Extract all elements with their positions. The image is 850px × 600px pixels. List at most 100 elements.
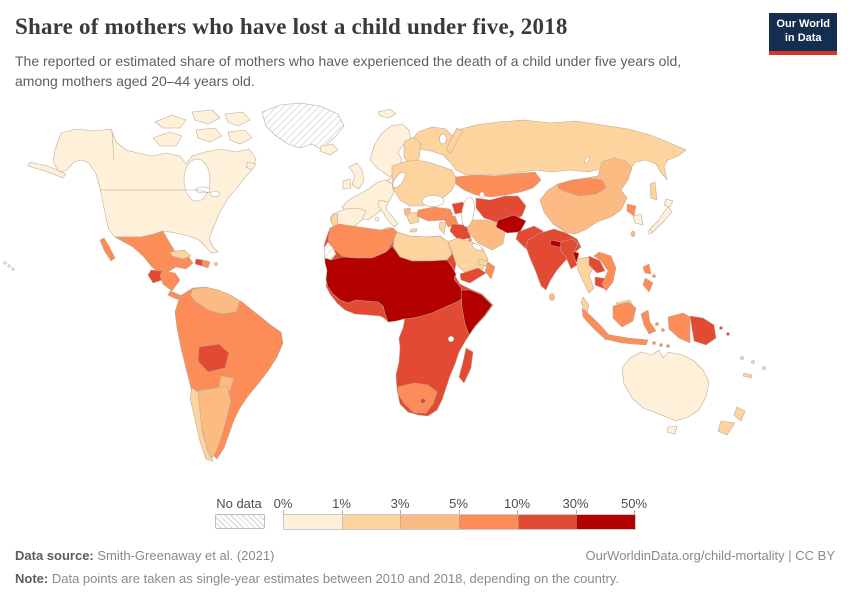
lake-baikal <box>584 156 590 164</box>
legend-tick-label: 3% <box>390 496 410 511</box>
country-italy-sardinia[interactable] <box>374 216 380 222</box>
border-usa-canada <box>100 130 211 194</box>
world-map[interactable] <box>0 100 850 470</box>
country-vietnam[interactable] <box>593 251 617 292</box>
hawaii[interactable] <box>7 264 11 268</box>
new-caledonia[interactable] <box>742 372 753 379</box>
legend-bin-30–50%[interactable] <box>577 515 636 529</box>
country-kazakhstan[interactable] <box>454 171 542 198</box>
country-png-islands[interactable] <box>719 326 723 330</box>
legend-bin-3–5%[interactable] <box>401 515 461 529</box>
country-png-islands[interactable] <box>726 332 730 336</box>
country-honduras-nicaragua[interactable] <box>159 270 181 292</box>
pacific-islands[interactable] <box>762 366 766 370</box>
sea-hudson-bay <box>183 158 211 202</box>
sea-baltic <box>392 172 406 188</box>
country-philippines[interactable] <box>642 263 654 293</box>
region-eastern-europe[interactable] <box>391 159 458 207</box>
country-somalia[interactable] <box>460 289 493 336</box>
country-indonesia-islands[interactable] <box>652 341 656 345</box>
legend-bin-5–10%[interactable] <box>460 515 519 529</box>
note-label: Note: <box>15 570 49 586</box>
legend-bin-10–30%[interactable] <box>518 515 578 529</box>
sea-white-sea <box>439 133 447 145</box>
country-mongolia[interactable] <box>557 177 607 197</box>
country-italy[interactable] <box>377 199 399 233</box>
legend-no-data: No data <box>213 496 265 529</box>
legend-tick-label: 5% <box>449 496 468 511</box>
country-venezuela-guyanas[interactable] <box>189 286 241 315</box>
country-new-zealand[interactable] <box>717 406 746 436</box>
country-russia-novaya-zemlya[interactable] <box>445 127 464 154</box>
country-chile[interactable] <box>189 387 214 462</box>
country-mexico[interactable] <box>99 230 194 273</box>
country-greece[interactable] <box>405 211 420 233</box>
country-russia-sakhalin[interactable] <box>649 181 658 201</box>
country-ireland[interactable] <box>342 178 352 190</box>
country-united-kingdom[interactable] <box>348 162 365 190</box>
lake-great-lakes <box>209 191 221 197</box>
country-madagascar[interactable] <box>458 347 474 384</box>
country-lesotho[interactable] <box>420 398 426 404</box>
country-japan-kyushu[interactable] <box>647 229 653 235</box>
legend-bin-0–1%[interactable] <box>284 515 343 529</box>
country-dominican-republic[interactable] <box>201 259 211 269</box>
legend-no-data-swatch[interactable] <box>215 514 265 529</box>
attribution-link[interactable]: OurWorldinData.org/child-mortality | CC … <box>585 548 836 563</box>
hawaii[interactable] <box>11 267 15 271</box>
country-indonesia[interactable] <box>581 301 691 346</box>
country-myanmar[interactable] <box>559 238 579 270</box>
legend-tick-label: 50% <box>620 496 648 511</box>
country-usa-canada[interactable] <box>52 128 257 254</box>
country-taiwan[interactable] <box>630 230 636 238</box>
country-kuwait[interactable] <box>468 238 472 242</box>
country-japan[interactable] <box>649 198 674 234</box>
owid-logo-line1: Our World <box>776 18 830 30</box>
country-uae-qatar[interactable] <box>477 258 489 267</box>
country-bolivia[interactable] <box>197 343 230 373</box>
country-laos[interactable] <box>588 255 606 274</box>
legend-bin-1–3%[interactable] <box>342 515 402 529</box>
country-jamaica[interactable] <box>182 262 186 266</box>
country-sri-lanka[interactable] <box>549 293 555 301</box>
country-oman[interactable] <box>484 261 496 280</box>
country-cuba[interactable] <box>169 249 192 260</box>
country-papua-new-guinea[interactable] <box>689 315 717 346</box>
data-source-value: Smith-Greenaway et al. (2021) <box>97 548 275 563</box>
country-greenland[interactable] <box>261 102 345 151</box>
region-libya-egypt[interactable] <box>392 231 453 262</box>
svalbard[interactable] <box>377 108 397 119</box>
aleutian-islands[interactable] <box>27 161 67 179</box>
hawaii[interactable] <box>3 261 7 265</box>
country-puerto-rico[interactable] <box>214 262 218 266</box>
country-yemen[interactable] <box>459 267 487 284</box>
country-guatemala[interactable] <box>147 269 166 284</box>
note-line: Note: Data points are taken as single-ye… <box>15 570 835 588</box>
pacific-islands[interactable] <box>740 356 744 360</box>
country-philippines-islands[interactable] <box>652 274 656 278</box>
country-south-korea[interactable] <box>632 213 644 226</box>
sea-black-sea <box>421 195 445 207</box>
country-south-africa[interactable] <box>397 382 438 414</box>
lake-aral <box>479 191 485 199</box>
country-indonesia-islands[interactable] <box>666 344 670 348</box>
arctic-islands[interactable] <box>152 109 257 171</box>
region-sahel[interactable] <box>324 245 466 323</box>
country-iran[interactable] <box>467 219 506 251</box>
chart-footer: Data source: Smith-Greenaway et al. (202… <box>15 547 835 587</box>
country-iceland[interactable] <box>319 143 339 156</box>
country-australia[interactable] <box>621 349 710 435</box>
country-haiti[interactable] <box>194 258 204 267</box>
legend-scale: 0% 1% 3% 5% 10% 30% 50% <box>274 496 647 532</box>
owid-logo-line2: in Data <box>784 31 822 44</box>
country-indonesia-islands[interactable] <box>661 328 665 332</box>
country-indonesia-islands[interactable] <box>659 343 663 347</box>
country-israel-jordan[interactable] <box>438 221 447 235</box>
sea-persian-gulf <box>471 243 483 251</box>
country-north-korea[interactable] <box>626 203 637 217</box>
note-value: Data points are taken as single-year est… <box>51 570 619 586</box>
owid-logo[interactable]: Our World in Data <box>769 13 837 55</box>
country-indonesia-islands[interactable] <box>655 322 659 326</box>
pacific-islands[interactable] <box>751 360 755 364</box>
